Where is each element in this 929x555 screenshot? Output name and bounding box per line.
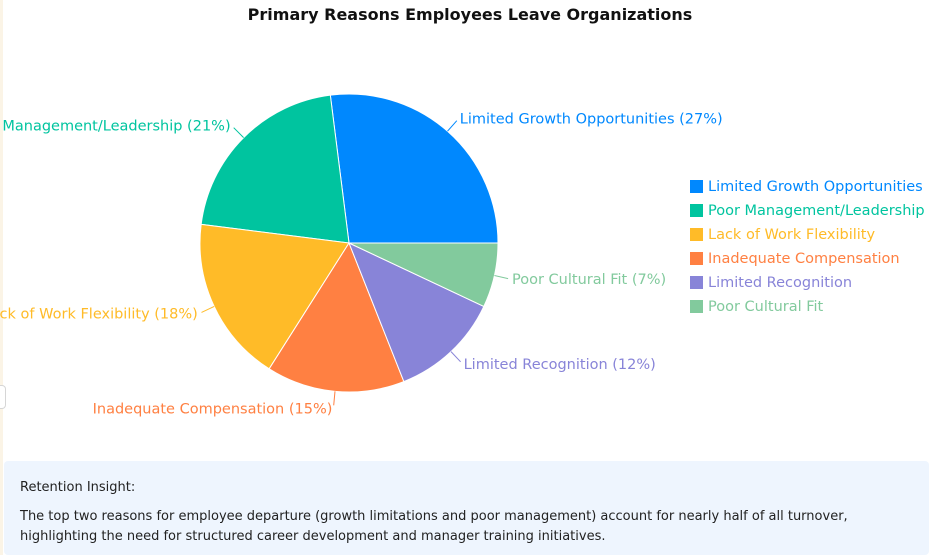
legend-label-limited-recognition[interactable]: Limited Recognition: [708, 275, 852, 291]
pie-slice-poor-management-leadership[interactable]: [200, 94, 350, 244]
legend-label-lack-of-work-flexibility[interactable]: Lack of Work Flexibility: [708, 227, 875, 243]
pie-slices: [199, 93, 499, 393]
insight-panel: Retention Insight: The top two reasons f…: [4, 461, 929, 555]
legend: Limited Growth Opportunities Poor Managem…: [690, 179, 925, 315]
insight-title: Retention Insight:: [20, 480, 136, 495]
leader-line-limited-recognition: [450, 351, 461, 363]
slice-label-poor-management-leadership: Poor Management/Leadership (21%): [0, 119, 231, 135]
label-leader-lines: [201, 120, 509, 406]
pie-slice-lack-of-work-flexibility[interactable]: [199, 223, 350, 370]
pie-slice-limited-growth-opportunities[interactable]: [329, 93, 499, 244]
legend-swatch-lack-of-work-flexibility: [690, 228, 703, 241]
slice-label-inadequate-compensation: Inadequate Compensation (15%): [93, 401, 333, 417]
legend-label-poor-management-leadership[interactable]: Poor Management/Leadership: [708, 203, 925, 219]
left-edge-strip: [0, 0, 3, 555]
slice-labels: Limited Growth Opportunities (27%) Poor M…: [0, 112, 723, 418]
pie-slice-poor-cultural-fit[interactable]: [348, 242, 499, 308]
chart-title: Primary Reasons Employees Leave Organiza…: [247, 5, 693, 24]
leader-line-limited-growth-opportunities: [447, 120, 458, 132]
slice-label-limited-recognition: Limited Recognition (12%): [464, 357, 656, 373]
pie-chart: Limited Growth Opportunities (27%) Poor M…: [0, 93, 925, 418]
collapse-handle[interactable]: [0, 385, 6, 409]
legend-swatch-poor-cultural-fit: [690, 300, 703, 313]
leader-line-lack-of-work-flexibility: [201, 305, 215, 313]
legend-swatch-limited-recognition: [690, 276, 703, 289]
legend-label-limited-growth-opportunities[interactable]: Limited Growth Opportunities: [708, 179, 923, 195]
slice-label-lack-of-work-flexibility: Lack of Work Flexibility (18%): [0, 307, 198, 323]
leader-line-poor-management-leadership: [233, 127, 244, 138]
leader-line-inadequate-compensation: [333, 391, 336, 406]
legend-swatch-poor-management-leadership: [690, 204, 703, 217]
leader-line-poor-cultural-fit: [494, 275, 509, 280]
legend-label-poor-cultural-fit[interactable]: Poor Cultural Fit: [708, 299, 824, 315]
legend-label-inadequate-compensation[interactable]: Inadequate Compensation: [708, 251, 900, 267]
legend-swatch-inadequate-compensation: [690, 252, 703, 265]
slice-label-limited-growth-opportunities: Limited Growth Opportunities (27%): [460, 112, 723, 128]
insight-body: The top two reasons for employee departu…: [20, 509, 848, 544]
slice-label-poor-cultural-fit: Poor Cultural Fit (7%): [512, 272, 666, 288]
legend-swatch-limited-growth-opportunities: [690, 180, 703, 193]
